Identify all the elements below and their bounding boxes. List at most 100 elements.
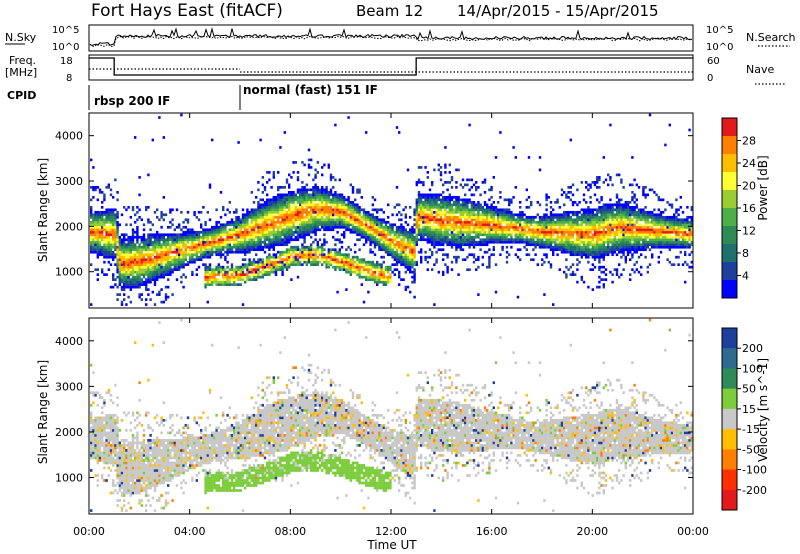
power-cell bbox=[261, 183, 264, 187]
power-cell bbox=[153, 255, 157, 259]
power-cell bbox=[510, 213, 513, 217]
power-cell bbox=[334, 123, 337, 127]
power-cell bbox=[488, 210, 491, 214]
power-cell bbox=[587, 228, 590, 232]
power-cell bbox=[439, 225, 443, 229]
power-cell bbox=[349, 200, 352, 204]
power-cell bbox=[589, 223, 592, 227]
power-cell bbox=[455, 210, 458, 214]
power-cell bbox=[96, 278, 99, 281]
power-cell bbox=[127, 248, 130, 252]
power-cell bbox=[336, 290, 339, 294]
power-cell bbox=[439, 193, 443, 197]
power-cell bbox=[277, 213, 280, 217]
power-cell bbox=[98, 220, 102, 224]
power-cell bbox=[437, 198, 440, 202]
power-cell bbox=[134, 265, 137, 269]
power-cell bbox=[270, 203, 273, 207]
power-cell bbox=[96, 186, 99, 189]
power-cell bbox=[512, 240, 515, 244]
power-cell bbox=[259, 245, 262, 249]
power-cell bbox=[219, 265, 223, 269]
power-cell bbox=[431, 195, 434, 199]
power-cell bbox=[180, 240, 183, 244]
power-cell bbox=[578, 235, 581, 239]
power-cell bbox=[347, 260, 350, 264]
power-cell bbox=[136, 245, 139, 249]
power-cell bbox=[552, 248, 555, 252]
power-cell bbox=[589, 208, 592, 212]
power-cell bbox=[398, 253, 401, 257]
power-cell bbox=[219, 225, 223, 229]
power-cell bbox=[369, 213, 372, 217]
power-cell bbox=[312, 193, 315, 197]
power-cell bbox=[373, 215, 377, 219]
power-cell bbox=[206, 248, 209, 252]
power-cell bbox=[138, 278, 141, 281]
power-cell bbox=[305, 205, 308, 209]
power-cell bbox=[261, 265, 264, 269]
power-cell bbox=[406, 233, 410, 237]
power-cell bbox=[413, 270, 416, 274]
power-cell bbox=[521, 238, 524, 242]
power-cell bbox=[519, 248, 522, 252]
power-cell bbox=[431, 203, 434, 207]
power-cell bbox=[494, 225, 498, 229]
power-cell bbox=[321, 215, 324, 219]
power-cell bbox=[376, 220, 379, 224]
power-cell bbox=[301, 215, 304, 219]
power-cell bbox=[420, 258, 423, 262]
power-cell bbox=[186, 235, 190, 239]
power-cell bbox=[422, 181, 425, 184]
power-cell bbox=[241, 220, 245, 224]
power-cell bbox=[389, 233, 392, 237]
power-cell bbox=[459, 205, 462, 209]
power-cell bbox=[413, 245, 416, 249]
power-cell bbox=[281, 195, 284, 199]
power-cell bbox=[395, 203, 399, 207]
power-cell bbox=[428, 208, 432, 212]
power-cell bbox=[457, 200, 460, 204]
power-cell bbox=[378, 235, 381, 239]
power-cell bbox=[312, 203, 315, 207]
power-cell bbox=[189, 228, 192, 232]
power-cell bbox=[448, 195, 451, 199]
power-cell bbox=[301, 250, 304, 254]
power-cell bbox=[288, 186, 291, 189]
power-cell bbox=[464, 208, 467, 212]
power-cell bbox=[459, 210, 462, 214]
power-cell bbox=[294, 230, 297, 234]
power-cell bbox=[382, 218, 385, 222]
power-cell bbox=[433, 233, 436, 237]
power-cell bbox=[105, 225, 108, 229]
power-cell bbox=[235, 265, 238, 269]
power-cell bbox=[479, 240, 482, 244]
power-cell bbox=[215, 253, 218, 257]
power-cell bbox=[105, 220, 108, 224]
power-cell bbox=[343, 203, 346, 207]
power-cell bbox=[180, 113, 183, 117]
power-cell bbox=[200, 230, 203, 234]
power-cell bbox=[292, 258, 295, 262]
power-cell bbox=[316, 186, 319, 189]
power-cell bbox=[470, 223, 473, 227]
power-cell bbox=[94, 188, 97, 192]
power-cell bbox=[310, 255, 313, 259]
power-cell bbox=[560, 188, 564, 192]
power-cell bbox=[167, 260, 170, 264]
power-cell bbox=[591, 268, 594, 272]
power-cell bbox=[413, 255, 416, 259]
power-cell bbox=[145, 285, 148, 289]
power-cell bbox=[149, 248, 152, 252]
power-cell bbox=[591, 238, 594, 242]
power-cell bbox=[398, 203, 401, 207]
power-cell bbox=[378, 275, 381, 279]
power-cell bbox=[114, 235, 117, 239]
power-cell bbox=[120, 238, 124, 242]
power-cell bbox=[112, 213, 115, 217]
power-cell bbox=[587, 223, 590, 227]
power-cell bbox=[272, 233, 275, 237]
power-cell bbox=[464, 205, 467, 209]
power-cell bbox=[116, 240, 119, 244]
power-cell bbox=[486, 208, 489, 212]
